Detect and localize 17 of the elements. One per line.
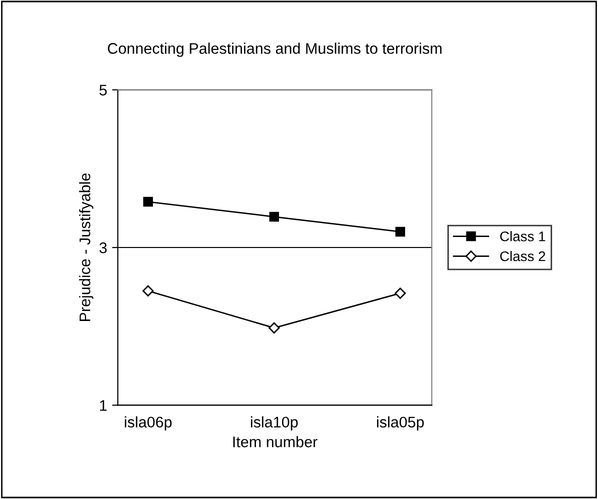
x-tick-label: isla05p [377, 416, 424, 431]
x-tick-label: isla10p [250, 416, 298, 431]
x-axis-title: Item number [233, 436, 318, 448]
point [268, 322, 280, 334]
point [395, 226, 406, 237]
point [143, 196, 153, 207]
y-axis-title: Prejudice - Justifyable [79, 173, 94, 321]
point [269, 212, 280, 222]
y-tick-label: 5 [100, 84, 107, 96]
y-tick-label: 1 [100, 400, 107, 411]
point [142, 285, 154, 296]
y-tick-label: 3 [99, 242, 107, 254]
legend-label: Class 2 [500, 250, 546, 262]
point [394, 288, 406, 299]
x-tick-label: isla06p [124, 416, 172, 431]
chart-title: Connecting Palestinians and Muslims to terrorism [108, 42, 442, 57]
legend-label: Class 1 [500, 231, 546, 242]
